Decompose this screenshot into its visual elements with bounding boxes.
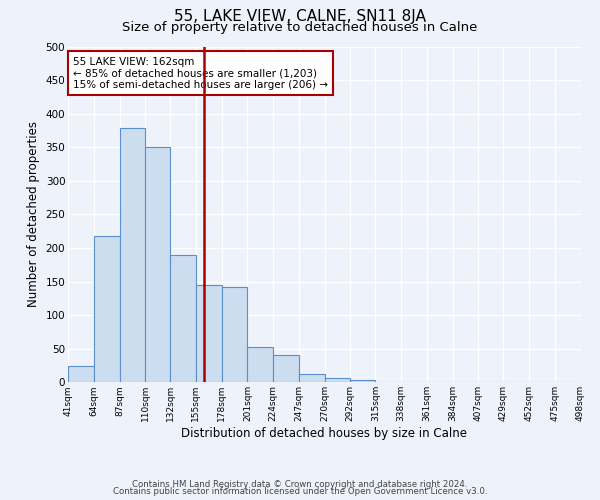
Bar: [196, 285, 221, 382]
Text: Size of property relative to detached houses in Calne: Size of property relative to detached ho…: [122, 21, 478, 34]
Text: Contains HM Land Registry data © Crown copyright and database right 2024.: Contains HM Land Registry data © Crown c…: [132, 480, 468, 489]
Bar: [68, 366, 94, 382]
Bar: [299, 374, 325, 382]
Y-axis label: Number of detached properties: Number of detached properties: [27, 122, 40, 308]
Text: 55, LAKE VIEW, CALNE, SN11 8JA: 55, LAKE VIEW, CALNE, SN11 8JA: [174, 9, 426, 24]
Bar: [94, 236, 119, 382]
Bar: [119, 128, 145, 382]
Bar: [170, 254, 196, 382]
X-axis label: Distribution of detached houses by size in Calne: Distribution of detached houses by size …: [181, 427, 467, 440]
Bar: [350, 380, 376, 382]
Bar: [273, 356, 299, 382]
Text: Contains public sector information licensed under the Open Government Licence v3: Contains public sector information licen…: [113, 487, 487, 496]
Bar: [247, 346, 273, 382]
Bar: [221, 287, 247, 382]
Bar: [145, 147, 170, 382]
Bar: [325, 378, 350, 382]
Text: 55 LAKE VIEW: 162sqm
← 85% of detached houses are smaller (1,203)
15% of semi-de: 55 LAKE VIEW: 162sqm ← 85% of detached h…: [73, 56, 328, 90]
